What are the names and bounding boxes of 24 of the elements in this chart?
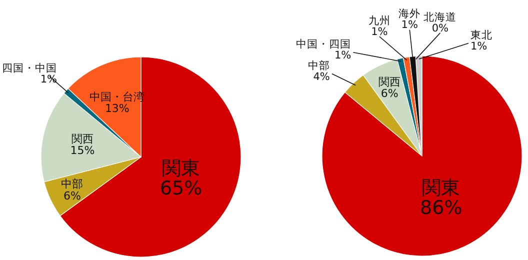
slice-label: 東北 [470, 28, 492, 42]
slice-label: 九州 [368, 14, 390, 27]
slice-label: 中国・四国 [296, 38, 352, 51]
slice-label: 中部 [308, 59, 330, 72]
category-label: 北海道 [424, 11, 457, 24]
slice-label: 関東 [162, 158, 200, 180]
data-label: 4% [313, 71, 330, 84]
slice-label: 四国・中国 [2, 62, 57, 75]
data-label: 1% [401, 19, 418, 32]
data-label: 1% [470, 40, 488, 53]
data-label: 15% [70, 144, 95, 157]
data-label: 13% [104, 102, 130, 115]
data-label: 1% [334, 50, 352, 62]
data-label: 86% [420, 196, 462, 219]
slice-label: 関西 [71, 132, 94, 146]
slice-label: 関西 [378, 76, 401, 89]
data-label: 1% [371, 26, 388, 38]
text: 0% [432, 22, 449, 34]
data-label: 6% [380, 87, 398, 100]
data-label: 6% [64, 189, 81, 202]
slice-label: 海外 [398, 8, 421, 20]
data-label: 65% [160, 178, 202, 200]
slice-label: 関東 [422, 176, 460, 199]
slice-label: 中部 [61, 178, 84, 191]
